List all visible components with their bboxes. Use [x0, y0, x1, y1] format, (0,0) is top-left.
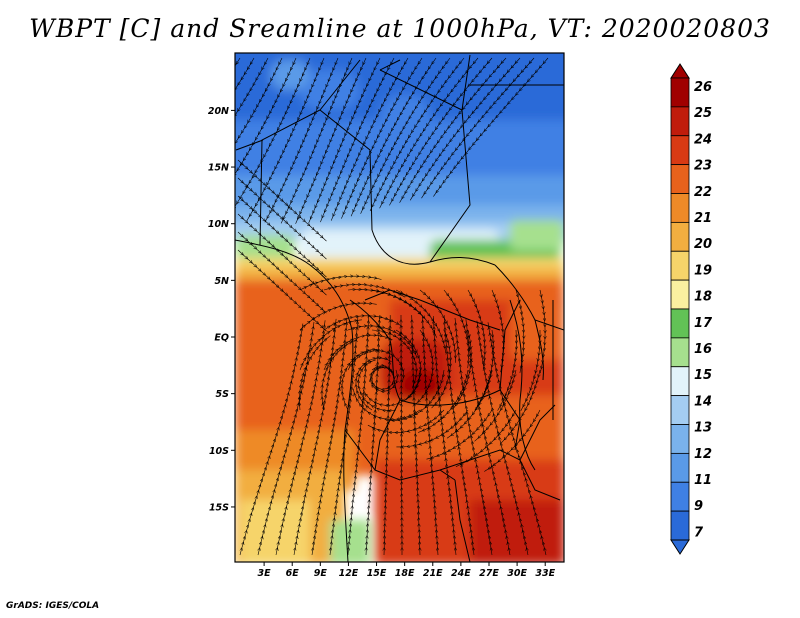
colorbar-top-arrow	[670, 63, 690, 79]
streamline	[342, 349, 380, 411]
lat-tick-label: 10S	[209, 446, 229, 457]
streamline	[300, 335, 331, 411]
longitude-ticks: 3E 6E 9E 12E 15E 18E 21E 24E 27E 30E 33E	[258, 562, 556, 579]
streamline	[484, 409, 541, 472]
streamlines	[235, 57, 549, 556]
lon-tick-label: 6E	[286, 568, 300, 579]
streamline	[322, 339, 357, 411]
lon-tick-label: 27E	[479, 568, 499, 579]
contour-patch	[330, 520, 370, 562]
map-frame	[234, 52, 565, 563]
colorbar-segment	[670, 510, 690, 541]
lon-tick-label: 24E	[451, 568, 471, 579]
lon-tick-label: 33E	[535, 568, 555, 579]
colorbar-segment	[670, 193, 690, 223]
plot-title: WBPT [C] and Sreamline at 1000hPa, VT: 2…	[29, 14, 771, 43]
colorbar-label: 13	[694, 421, 712, 436]
lon-tick-label: 15E	[367, 568, 387, 579]
colorbar-segment	[670, 221, 690, 252]
lat-tick-label: 15S	[209, 502, 229, 513]
colorbar-label: 16	[694, 342, 712, 357]
colorbar-label: 12	[694, 447, 712, 462]
streamline	[237, 249, 327, 332]
lat-tick-label: 5N	[214, 276, 229, 287]
border-line	[371, 229, 496, 266]
grads-credit: GrADS: IGES/COLA	[6, 601, 100, 611]
colorbar-label: 20	[694, 237, 712, 252]
lon-tick-label: 18E	[395, 568, 415, 579]
colorbar-label: 19	[694, 263, 712, 278]
contour-patch	[240, 500, 310, 562]
colorbar-segment	[670, 337, 690, 368]
colorbar-label: 21	[694, 211, 712, 226]
lon-tick-label: 12E	[339, 568, 359, 579]
latitude-ticks: 20N 15N 10N 5N EQ 5S 10S 15S	[208, 106, 235, 513]
colorbar-segment	[670, 366, 690, 397]
colorbar-label: 25	[694, 106, 712, 121]
colorbar-label: 7	[694, 525, 704, 540]
colorbar-label: 11	[694, 473, 712, 488]
colorbar-segment	[670, 279, 690, 310]
contour-patch	[470, 500, 564, 562]
lon-tick-label: 3E	[258, 568, 272, 579]
colorbar-segment	[670, 164, 690, 194]
contour-patch	[510, 220, 564, 250]
wbpt-filled-contours	[235, 53, 564, 562]
colorbar-label: 22	[694, 185, 712, 200]
lat-tick-label: 10N	[208, 219, 229, 230]
colorbar-bottom-arrow	[670, 539, 690, 555]
streamline	[433, 57, 549, 197]
colorbar-label: 9	[694, 499, 703, 514]
colorbar-segment	[670, 77, 690, 108]
contour-patch	[270, 60, 310, 90]
border-line	[494, 264, 564, 331]
colorbar-segment	[670, 395, 690, 425]
colorbar-label: 26	[694, 80, 712, 95]
colorbar-label: 18	[694, 290, 712, 305]
colorbar-segment	[670, 481, 690, 512]
lat-tick-label: 15N	[208, 163, 229, 174]
colorbar-label: 24	[694, 132, 712, 147]
colorbar-label: 14	[694, 394, 712, 409]
colorbar-label: 15	[694, 368, 712, 383]
map-area	[235, 53, 564, 562]
colorbar-segment	[670, 106, 690, 137]
lon-tick-label: 30E	[507, 568, 527, 579]
lon-tick-label: 9E	[314, 568, 328, 579]
colorbar-label: 23	[694, 159, 712, 174]
colorbar-segment	[670, 135, 690, 166]
streamline	[515, 289, 524, 373]
streamline	[540, 289, 545, 374]
lat-tick-label: EQ	[214, 333, 229, 344]
colorbar-segment	[670, 250, 690, 281]
lon-tick-label: 21E	[423, 568, 443, 579]
colorbar: 26 25 24 23 22 21 20 19 18 17 16 15 14 13 12 11 9 7	[670, 63, 713, 555]
lat-tick-label: 20N	[208, 106, 229, 117]
colorbar-segment	[670, 308, 690, 339]
lat-tick-label: 5S	[216, 389, 230, 400]
colorbar-segment	[670, 452, 690, 483]
colorbar-segment	[670, 424, 690, 454]
colorbar-label: 17	[694, 316, 713, 331]
